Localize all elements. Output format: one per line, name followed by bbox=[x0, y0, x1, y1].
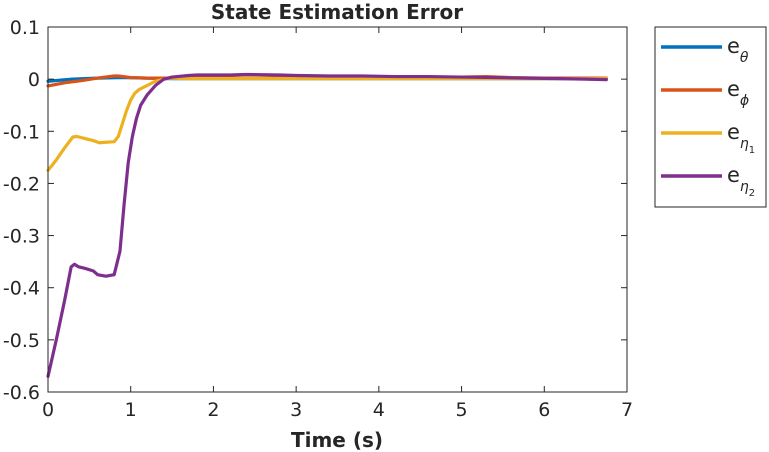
y-axis-ticks: 0.1 0 -0.1 -0.2 -0.3 -0.4 -0.5 -0.6 bbox=[3, 17, 627, 404]
plot-series-group bbox=[46, 72, 608, 378]
chart-title: State Estimation Error bbox=[211, 0, 463, 24]
x-axis-ticks: 0 1 2 3 4 5 6 7 bbox=[42, 27, 633, 421]
legend-label: eθ bbox=[727, 34, 749, 66]
series-line bbox=[46, 72, 608, 378]
x-tick-label: 4 bbox=[373, 399, 385, 421]
y-tick-label: 0.1 bbox=[10, 17, 40, 39]
x-tick-label: 0 bbox=[42, 399, 54, 421]
y-tick-label: -0.1 bbox=[3, 121, 40, 143]
x-tick-label: 2 bbox=[207, 399, 219, 421]
x-tick-label: 5 bbox=[456, 399, 468, 421]
plot-frame bbox=[47, 26, 628, 393]
x-axis-title: Time (s) bbox=[291, 428, 383, 452]
x-tick-label: 7 bbox=[621, 399, 633, 421]
legend-label: eη1 bbox=[727, 120, 755, 156]
legend-label: eη2 bbox=[727, 163, 755, 199]
y-tick-label: 0 bbox=[28, 69, 40, 91]
y-tick-label: -0.4 bbox=[3, 278, 40, 300]
x-tick-label: 3 bbox=[290, 399, 302, 421]
series-line bbox=[46, 76, 608, 172]
x-tick-label: 1 bbox=[125, 399, 137, 421]
legend-box bbox=[654, 26, 767, 208]
legend-label: eϕ bbox=[727, 77, 749, 109]
y-tick-label: -0.5 bbox=[3, 330, 40, 352]
x-tick-label: 6 bbox=[538, 399, 550, 421]
legend-items: eθ eϕ eη1 eη2 bbox=[661, 34, 755, 199]
y-tick-label: -0.6 bbox=[3, 382, 40, 404]
y-tick-label: -0.2 bbox=[3, 173, 40, 195]
y-tick-label: -0.3 bbox=[3, 226, 40, 248]
